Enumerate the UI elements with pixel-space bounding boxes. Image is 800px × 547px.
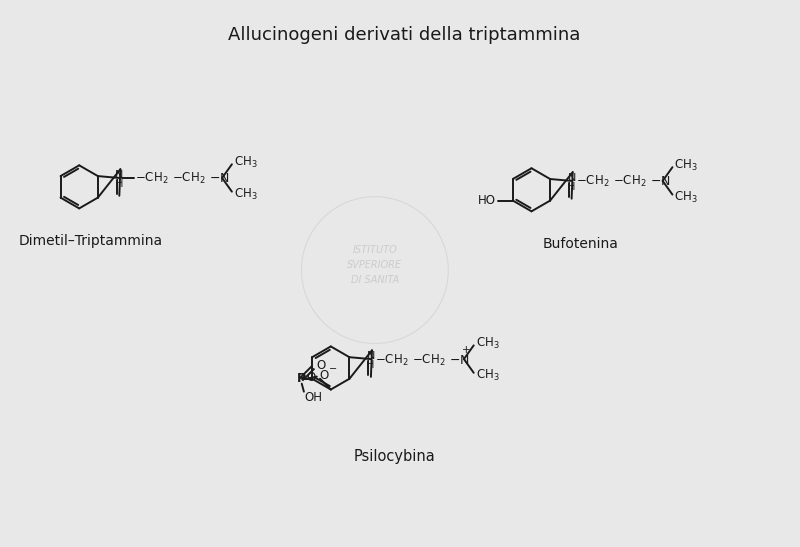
Text: −: −: [329, 364, 337, 374]
Text: $-$CH$_2$: $-$CH$_2$: [613, 174, 646, 189]
Text: $-$CH$_2$: $-$CH$_2$: [172, 171, 206, 187]
Text: $-$N: $-$N: [210, 172, 230, 185]
Text: SVPERIORE: SVPERIORE: [347, 260, 402, 270]
Text: O: O: [320, 369, 329, 382]
Text: $-$N: $-$N: [450, 353, 470, 366]
Text: Psilocybina: Psilocybina: [354, 449, 435, 464]
Text: $-$CH$_2$: $-$CH$_2$: [135, 171, 169, 187]
Text: Bufotenina: Bufotenina: [542, 237, 618, 251]
Text: CH$_3$: CH$_3$: [234, 187, 258, 202]
Text: HO: HO: [478, 194, 496, 207]
Text: CH$_3$: CH$_3$: [234, 155, 258, 170]
Text: O: O: [307, 371, 316, 384]
Text: $-$CH$_2$: $-$CH$_2$: [375, 352, 408, 368]
Text: H: H: [367, 360, 374, 370]
Text: CH$_3$: CH$_3$: [674, 190, 698, 205]
Text: H: H: [568, 182, 575, 192]
Text: H: H: [116, 179, 123, 189]
Text: $-$CH$_2$: $-$CH$_2$: [575, 174, 609, 189]
Text: DI SANITA: DI SANITA: [350, 275, 399, 285]
Text: CH$_3$: CH$_3$: [674, 158, 698, 173]
Text: $-$N: $-$N: [650, 176, 670, 188]
Text: Allucinogeni derivati della triptammina: Allucinogeni derivati della triptammina: [228, 26, 581, 44]
Text: +: +: [462, 345, 470, 355]
Text: N: N: [567, 173, 576, 183]
Text: P: P: [297, 373, 306, 385]
Text: N: N: [367, 351, 375, 361]
Text: ISTITUTO: ISTITUTO: [353, 246, 398, 255]
Text: $-$CH$_2$: $-$CH$_2$: [412, 352, 446, 368]
Text: Dimetil–Triptammina: Dimetil–Triptammina: [19, 234, 163, 248]
Text: OH: OH: [305, 391, 323, 404]
Text: O: O: [317, 358, 326, 371]
Text: CH$_3$: CH$_3$: [476, 336, 499, 351]
Text: CH$_3$: CH$_3$: [476, 368, 499, 383]
Text: N: N: [115, 170, 123, 180]
